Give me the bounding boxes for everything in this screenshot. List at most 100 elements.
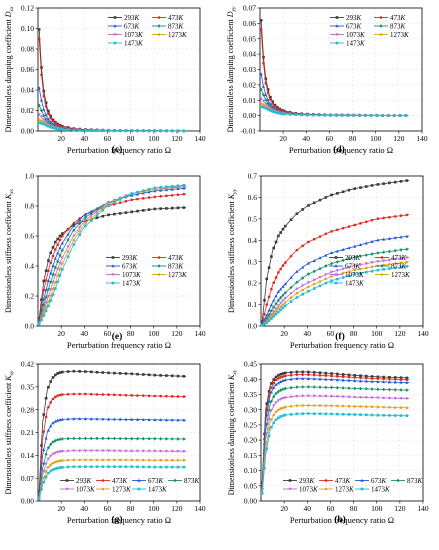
- data-point: [66, 238, 70, 242]
- data-point: [353, 268, 357, 272]
- data-point: [84, 465, 87, 469]
- data-point: [39, 475, 44, 480]
- data-point: [83, 215, 88, 220]
- data-point: [318, 377, 322, 381]
- x-tick-label: 60: [104, 504, 112, 513]
- data-point: [130, 198, 134, 202]
- data-point: [382, 387, 386, 392]
- data-point: [376, 375, 380, 379]
- data-point: [365, 266, 368, 270]
- data-point: [89, 449, 93, 453]
- data-point: [405, 376, 409, 380]
- data-point: [267, 319, 271, 322]
- data-point: [95, 216, 99, 219]
- data-point: [78, 449, 82, 453]
- data-point: [283, 296, 287, 300]
- data-point: [89, 214, 93, 218]
- data-point: [136, 209, 139, 213]
- data-point: [182, 206, 186, 209]
- data-point: [393, 248, 397, 253]
- y-tick-label: 0.08: [21, 45, 34, 54]
- data-point: [341, 373, 345, 376]
- data-point: [392, 114, 396, 117]
- data-point: [324, 232, 328, 236]
- data-point: [58, 246, 62, 249]
- data-point: [101, 479, 105, 482]
- legend-label: 1273K: [390, 31, 409, 39]
- data-point: [289, 296, 293, 300]
- panel-caption: (h): [334, 514, 346, 525]
- data-point: [78, 229, 81, 233]
- data-point: [359, 405, 362, 408]
- data-point: [84, 224, 87, 228]
- data-point: [272, 385, 276, 389]
- data-point: [101, 487, 105, 491]
- chart-panel-c: 20 40 60 80 100 120 140 0.00 0.02 0.04 0.06 0.08 0.1…: [4, 4, 206, 155]
- data-point: [56, 459, 59, 463]
- data-point: [153, 418, 157, 422]
- data-point: [306, 385, 311, 389]
- data-point: [51, 452, 55, 456]
- data-point: [101, 393, 105, 396]
- data-point: [341, 267, 345, 271]
- data-point: [124, 199, 128, 203]
- data-point: [47, 385, 50, 389]
- data-point: [347, 395, 351, 399]
- legend-label: 1073K: [124, 31, 143, 39]
- data-point: [388, 414, 391, 417]
- data-point: [37, 28, 41, 31]
- data-point: [330, 404, 333, 408]
- data-point: [393, 406, 397, 409]
- data-point: [269, 399, 273, 404]
- data-point: [270, 382, 273, 385]
- data-point: [42, 447, 46, 451]
- data-point: [318, 412, 322, 416]
- y-axis: 0.00 0.05 0.10 0.15 0.20 0.25 0.30 0.35 0.40 0.45: [244, 360, 261, 506]
- series-673K: [37, 417, 187, 496]
- data-point: [341, 378, 345, 382]
- data-point: [266, 101, 270, 106]
- data-point: [118, 449, 122, 453]
- data-point: [347, 378, 351, 382]
- data-point: [113, 24, 117, 28]
- data-point: [335, 378, 339, 382]
- data-point: [301, 292, 304, 296]
- data-point: [279, 372, 282, 376]
- x-tick-label: 40: [303, 134, 311, 143]
- data-point: [269, 313, 273, 317]
- data-point: [405, 378, 409, 382]
- x-tick-label: 80: [350, 329, 358, 338]
- data-point: [334, 256, 338, 259]
- data-point: [295, 287, 299, 291]
- data-point: [364, 396, 368, 400]
- plot-frame: [260, 363, 424, 502]
- data-point: [118, 372, 122, 375]
- data-point: [376, 405, 380, 409]
- data-point: [56, 123, 59, 127]
- legend-item: 673K: [355, 477, 387, 485]
- data-point: [89, 129, 93, 132]
- data-point: [388, 263, 391, 266]
- data-point: [271, 102, 275, 105]
- data-point: [274, 312, 278, 316]
- data-point: [159, 465, 162, 469]
- data-point: [78, 129, 81, 132]
- legend-item: 473K: [374, 14, 406, 22]
- series-line: [38, 450, 187, 498]
- data-point: [107, 449, 111, 453]
- y-tick-label: 0.6: [248, 193, 258, 202]
- x-tick-label: 80: [349, 134, 357, 143]
- data-point: [61, 466, 64, 469]
- y-tick-label: 0.35: [244, 390, 257, 399]
- data-point: [42, 430, 46, 433]
- data-point: [44, 415, 48, 419]
- x-tick-label: 40: [81, 504, 89, 513]
- series-1473K: [37, 465, 187, 501]
- legend: 293K 473K 673K 873K 1073K 1273K 1473K: [329, 254, 410, 288]
- legend-item: 293K: [283, 477, 315, 485]
- data-point: [264, 102, 268, 106]
- data-point: [170, 437, 174, 441]
- data-point: [37, 113, 41, 117]
- data-point: [130, 417, 134, 421]
- x-tick-label: 80: [127, 134, 135, 143]
